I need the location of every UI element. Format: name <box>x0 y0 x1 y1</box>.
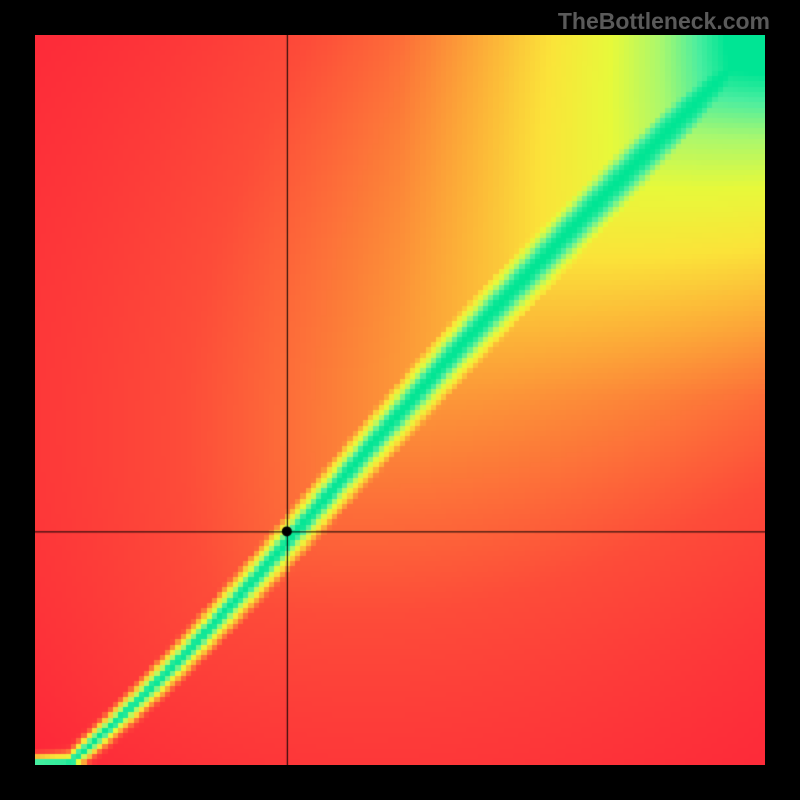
chart-container: TheBottleneck.com <box>0 0 800 800</box>
watermark-text: TheBottleneck.com <box>558 8 770 35</box>
bottleneck-heatmap-canvas <box>35 35 765 765</box>
